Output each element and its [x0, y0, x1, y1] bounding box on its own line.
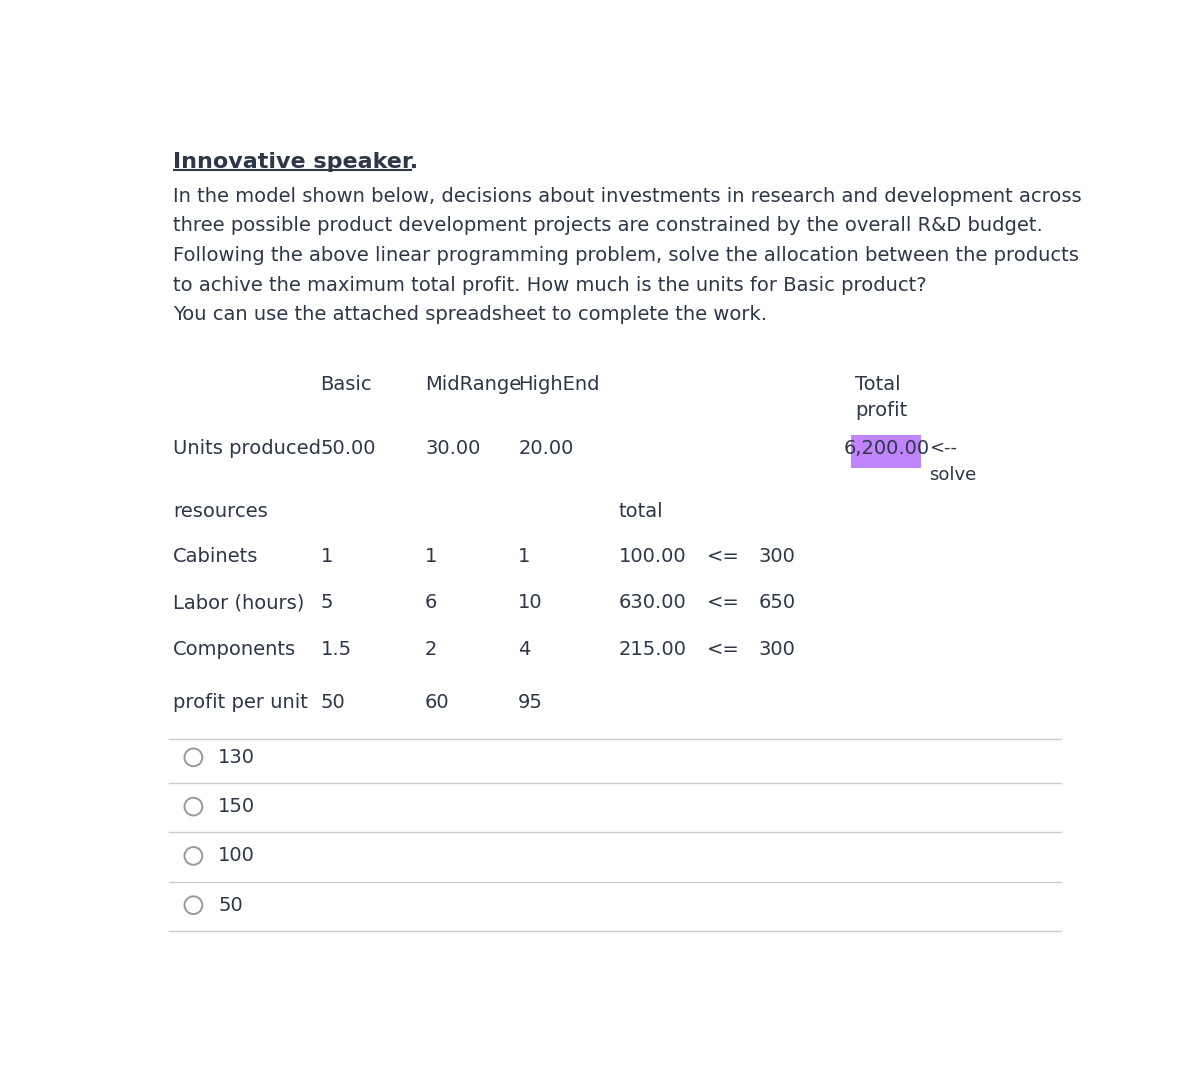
Text: profit: profit — [856, 400, 907, 420]
Text: 5: 5 — [320, 593, 334, 613]
Text: Innovative speaker.: Innovative speaker. — [173, 152, 419, 172]
Text: <=: <= — [707, 593, 739, 613]
Text: 20.00: 20.00 — [518, 438, 574, 458]
Text: 50: 50 — [320, 693, 346, 713]
Text: Basic: Basic — [320, 375, 372, 395]
Text: 6,200.00: 6,200.00 — [844, 440, 929, 458]
Text: Units produced: Units produced — [173, 438, 322, 458]
Text: resources: resources — [173, 503, 268, 521]
Text: 215.00: 215.00 — [619, 640, 686, 658]
Text: 150: 150 — [218, 798, 256, 816]
Text: 50.00: 50.00 — [320, 438, 376, 458]
Text: 100.00: 100.00 — [619, 547, 686, 566]
FancyBboxPatch shape — [851, 435, 922, 468]
Text: profit per unit: profit per unit — [173, 693, 308, 713]
Text: 4: 4 — [518, 640, 530, 658]
Text: In the model shown below, decisions about investments in research and developmen: In the model shown below, decisions abou… — [173, 187, 1082, 206]
Text: Labor (hours): Labor (hours) — [173, 593, 305, 613]
Text: 1: 1 — [320, 547, 332, 566]
Text: to achive the maximum total profit. How much is the units for Basic product?: to achive the maximum total profit. How … — [173, 275, 926, 295]
Text: <--: <-- — [929, 438, 956, 457]
Text: 130: 130 — [218, 747, 256, 767]
Text: 10: 10 — [518, 593, 542, 613]
Text: 100: 100 — [218, 846, 256, 865]
Text: total: total — [619, 503, 664, 521]
Text: MidRange: MidRange — [425, 375, 521, 395]
Text: 95: 95 — [518, 693, 542, 713]
Text: Components: Components — [173, 640, 296, 658]
Text: HighEnd: HighEnd — [518, 375, 600, 395]
Text: 1: 1 — [518, 547, 530, 566]
Text: Cabinets: Cabinets — [173, 547, 259, 566]
Text: Total: Total — [856, 375, 901, 395]
Text: 630.00: 630.00 — [619, 593, 686, 613]
Text: 30.00: 30.00 — [425, 438, 480, 458]
Text: 300: 300 — [758, 640, 796, 658]
Text: 6: 6 — [425, 593, 438, 613]
Text: 650: 650 — [758, 593, 796, 613]
Text: 2: 2 — [425, 640, 438, 658]
Text: solve: solve — [929, 467, 976, 484]
Text: 300: 300 — [758, 547, 796, 566]
Text: 60: 60 — [425, 693, 450, 713]
Text: 1.5: 1.5 — [320, 640, 352, 658]
Text: 50: 50 — [218, 895, 242, 915]
Text: <=: <= — [707, 640, 739, 658]
Text: 1: 1 — [425, 547, 438, 566]
Text: <=: <= — [707, 547, 739, 566]
Text: Following the above linear programming problem, solve the allocation between the: Following the above linear programming p… — [173, 246, 1079, 265]
Text: You can use the attached spreadsheet to complete the work.: You can use the attached spreadsheet to … — [173, 306, 767, 324]
Text: three possible product development projects are constrained by the overall R&D b: three possible product development proje… — [173, 217, 1043, 235]
